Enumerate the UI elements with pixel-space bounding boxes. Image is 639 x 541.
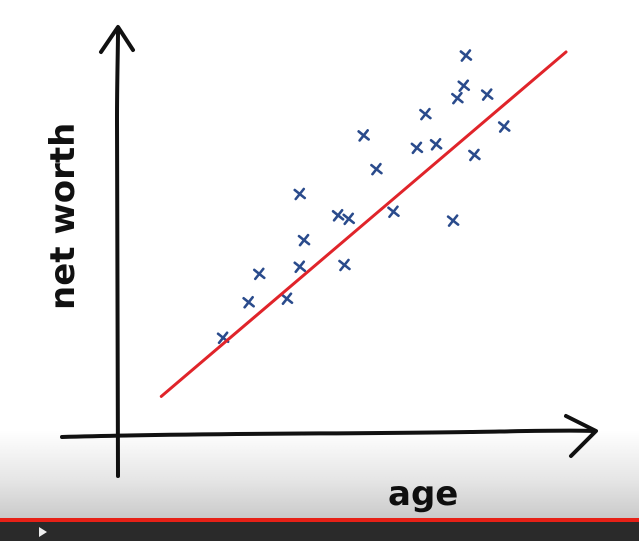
data-point [429,138,443,151]
data-point [497,120,511,133]
data-point [293,187,307,201]
data-point [331,209,345,222]
data-marks [216,49,511,345]
data-point [280,292,294,306]
axes [60,25,598,478]
y-axis [114,28,120,478]
data-point [357,129,370,142]
data-point [419,107,432,121]
x-axis-arrowhead [564,414,598,458]
y-axis-label: net worth [43,123,83,310]
data-point [297,233,311,247]
data-point [480,88,494,101]
data-point [387,205,400,219]
data-point [457,79,471,93]
data-point [342,212,356,226]
data-point [242,295,255,309]
y-axis-arrowhead [99,25,135,54]
progress-bar-fill [0,518,639,522]
data-point [410,141,424,155]
x-axis [60,428,594,439]
play-icon[interactable] [38,527,48,537]
video-player-controls [0,518,639,541]
data-point [338,258,351,272]
data-point [293,260,307,274]
data-point [252,267,266,281]
data-point [370,162,383,176]
regression-line [159,50,568,398]
data-point [446,214,460,227]
data-point [459,49,473,62]
x-axis-label: age [388,474,458,514]
data-point [451,91,464,105]
progress-bar[interactable] [0,518,639,522]
data-point [468,148,481,162]
